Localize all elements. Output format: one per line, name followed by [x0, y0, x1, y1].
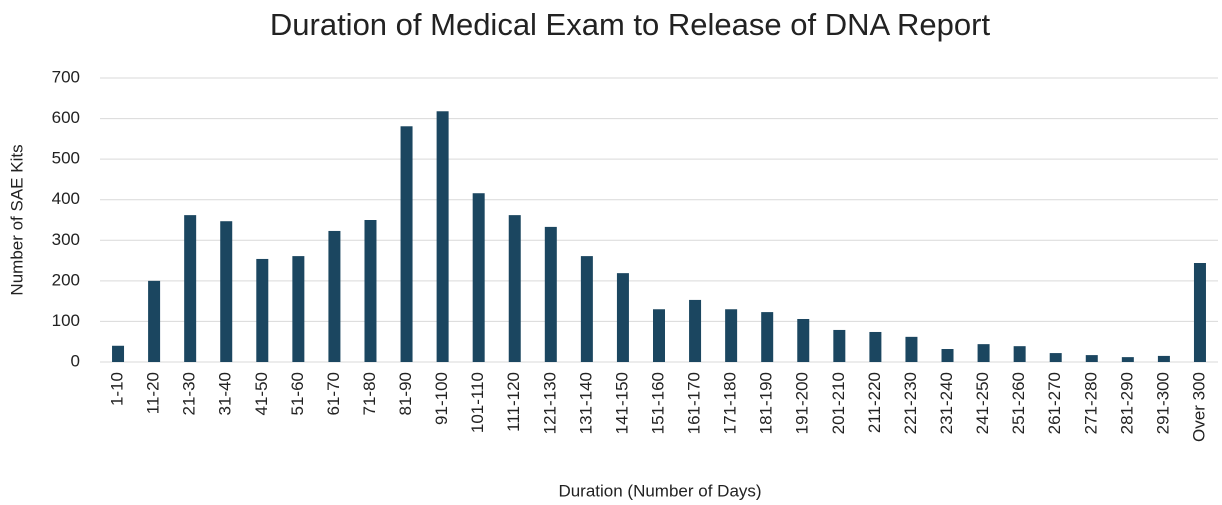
- y-tick-label: 500: [52, 149, 80, 168]
- y-axis-label: Number of SAE Kits: [7, 144, 26, 295]
- bar: [1193, 263, 1206, 362]
- x-tick-label: 111-120: [504, 372, 523, 432]
- x-tick-label: 191-200: [793, 372, 812, 434]
- x-tick-label: 231-240: [937, 372, 956, 434]
- y-tick-label: 300: [52, 230, 80, 249]
- bar: [869, 331, 882, 362]
- x-tick-label: 131-140: [576, 372, 595, 434]
- bar: [1049, 353, 1062, 362]
- x-tick-label: 141-150: [612, 372, 631, 434]
- x-tick-label: 41-50: [252, 372, 271, 415]
- x-tick-label: 151-160: [648, 372, 667, 434]
- x-tick-label: 21-30: [180, 372, 199, 415]
- x-tick-label: 61-70: [324, 372, 343, 415]
- x-tick-label: Over 300: [1189, 372, 1208, 442]
- bar: [508, 215, 521, 362]
- x-tick-label: 71-80: [360, 372, 379, 415]
- bar: [1121, 357, 1134, 362]
- bar: [833, 329, 846, 362]
- x-tick-label: 51-60: [288, 372, 307, 415]
- x-tick-label: 221-230: [901, 372, 920, 434]
- y-tick-label: 700: [52, 67, 80, 86]
- bar: [400, 126, 413, 362]
- x-tick-label: 271-280: [1081, 372, 1100, 434]
- bar: [941, 349, 954, 362]
- y-tick-label: 100: [52, 311, 80, 330]
- bar: [761, 312, 774, 362]
- chart-title: Duration of Medical Exam to Release of D…: [270, 7, 991, 42]
- bar: [797, 318, 810, 362]
- bar: [472, 193, 485, 362]
- x-tick-label: 1-10: [108, 372, 127, 406]
- x-tick-label: 31-40: [216, 372, 235, 415]
- y-tick-label: 0: [71, 351, 80, 370]
- x-tick-label: 251-260: [1009, 372, 1028, 434]
- x-tick-label: 121-130: [540, 372, 559, 434]
- x-tick-label: 211-220: [865, 372, 884, 433]
- bar: [1157, 355, 1170, 362]
- bar: [977, 344, 990, 362]
- y-tick-label: 400: [52, 189, 80, 208]
- y-tick-label: 200: [52, 270, 80, 289]
- bar: [436, 111, 449, 362]
- bar: [616, 273, 629, 362]
- y-tick-label: 600: [52, 108, 80, 127]
- bar: [689, 299, 702, 362]
- bar: [256, 258, 269, 362]
- bar: [148, 280, 161, 362]
- bar: [580, 256, 593, 362]
- bar: [364, 220, 377, 362]
- x-tick-label: 261-270: [1045, 372, 1064, 434]
- x-tick-label: 91-100: [432, 372, 451, 425]
- x-axis-label: Duration (Number of Days): [558, 481, 761, 500]
- bar: [1013, 346, 1026, 362]
- bar: [653, 309, 665, 362]
- x-tick-label: 11-20: [144, 372, 163, 414]
- x-tick-label: 281-290: [1117, 372, 1136, 434]
- x-tick-label: 291-300: [1153, 372, 1172, 434]
- x-tick-label: 81-90: [396, 372, 415, 415]
- bar: [292, 256, 305, 362]
- bar: [725, 309, 738, 362]
- bar: [184, 215, 197, 362]
- bar: [112, 345, 125, 362]
- x-tick-label: 171-180: [721, 372, 740, 434]
- x-tick-label: 181-190: [757, 372, 776, 434]
- bar: [905, 336, 918, 362]
- bar: [544, 226, 557, 362]
- x-tick-label: 201-210: [829, 372, 848, 434]
- x-tick-label: 241-250: [973, 372, 992, 434]
- bar: [220, 221, 233, 362]
- bar: [328, 230, 341, 362]
- bar: [1085, 355, 1098, 362]
- x-tick-label: 161-170: [685, 372, 704, 434]
- x-tick-label: 101-110: [468, 372, 487, 433]
